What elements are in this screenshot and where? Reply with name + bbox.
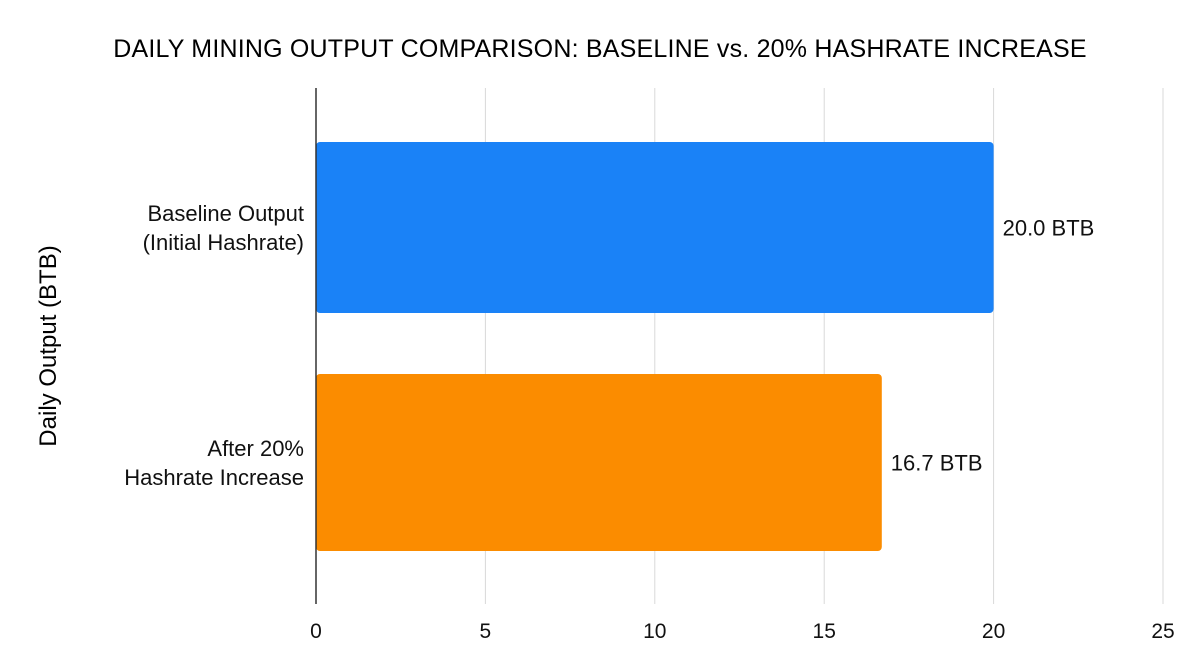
- category-label: After 20% Hashrate Increase: [124, 436, 304, 490]
- category-labels: Baseline Output (Initial Hashrate) After 2…: [124, 201, 304, 490]
- x-tick-label: 0: [310, 620, 322, 643]
- data-labels: 20.0 BTB 16.7 BTB: [891, 216, 1095, 476]
- category-label-line: (Initial Hashrate): [143, 230, 304, 255]
- bars: [316, 142, 994, 551]
- data-label: 20.0 BTB: [1003, 216, 1095, 241]
- x-tick-label: 5: [480, 620, 492, 643]
- x-tick-label: 20: [982, 620, 1005, 643]
- category-label-line: Hashrate Increase: [124, 465, 304, 490]
- x-tick-label: 25: [1151, 620, 1174, 643]
- category-label-line: Baseline Output: [147, 201, 304, 226]
- x-axis-ticks: 0 5 10 15 20 25: [310, 620, 1175, 643]
- x-tick-label: 15: [813, 620, 836, 643]
- x-tick-label: 10: [643, 620, 666, 643]
- category-label-line: After 20%: [207, 436, 304, 461]
- bar: [316, 142, 994, 313]
- y-axis-label: Daily Output (BTB): [35, 245, 62, 446]
- data-label: 16.7 BTB: [891, 451, 983, 476]
- bar: [316, 374, 882, 551]
- category-label: Baseline Output (Initial Hashrate): [143, 201, 304, 255]
- chart-title: DAILY MINING OUTPUT COMPARISON: BASELINE…: [113, 35, 1087, 63]
